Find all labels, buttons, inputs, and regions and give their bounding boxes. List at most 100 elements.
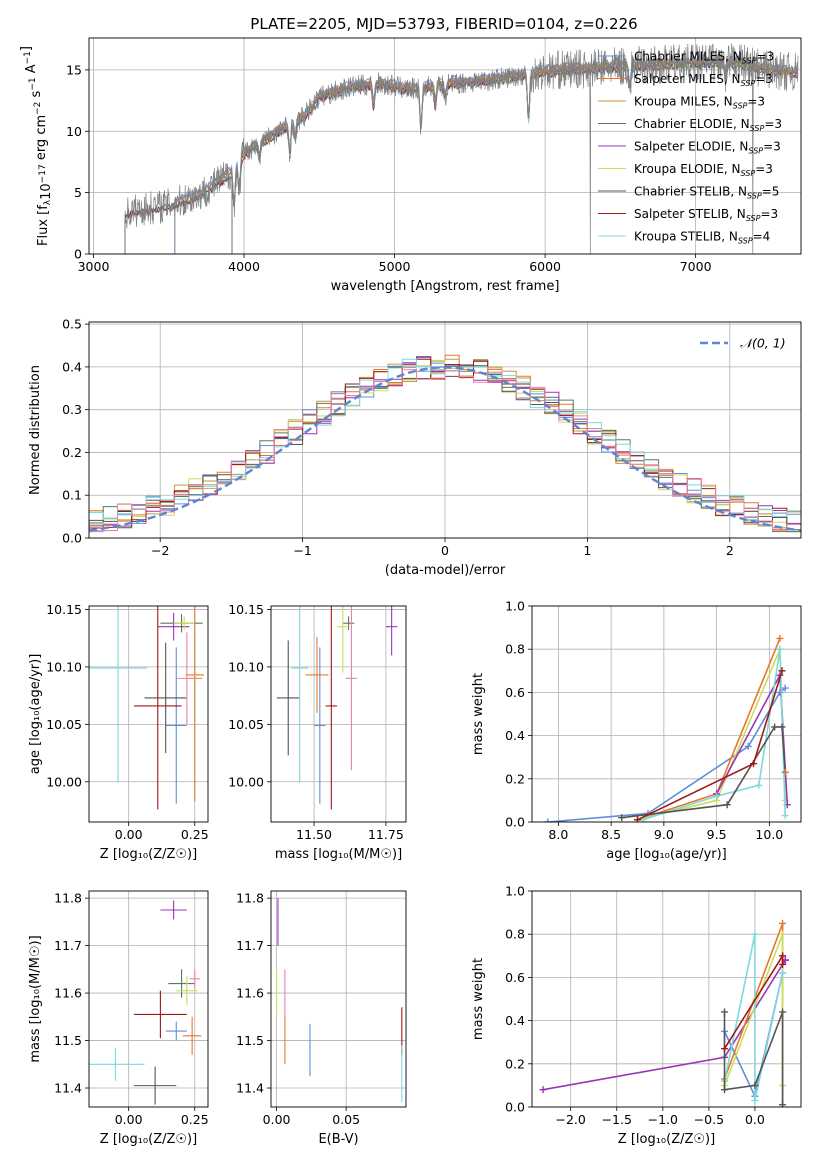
weight-line bbox=[547, 687, 786, 822]
x-tick-label: 0.25 bbox=[181, 827, 209, 842]
x-tick-label: 0.00 bbox=[115, 827, 143, 842]
data-spectrum-line bbox=[124, 43, 799, 254]
error-bar-point bbox=[133, 606, 182, 810]
weight-line bbox=[723, 934, 784, 1101]
error-bar-point bbox=[165, 1021, 187, 1041]
y-label-part: A bbox=[24, 64, 39, 77]
y-label-part: −1 bbox=[28, 77, 38, 90]
legend-nssp: =3 bbox=[755, 162, 773, 176]
error-bar-point bbox=[165, 647, 187, 804]
legend-label: Kroupa STELIB, NSSP=4 bbox=[634, 230, 770, 246]
legend: 𝒩(0, 1) bbox=[700, 336, 786, 351]
x-tick-label: 0 bbox=[441, 543, 449, 558]
model-line bbox=[174, 54, 799, 254]
x-tick-label: 8.0 bbox=[548, 827, 568, 842]
legend-label: Chabrier STELIB, NSSP=5 bbox=[634, 185, 779, 201]
legend-sub: SSP bbox=[741, 169, 756, 178]
x-axis-label: Z [log₁₀(Z/Z☉)] bbox=[100, 1132, 197, 1147]
weight-marker bbox=[779, 960, 787, 968]
weight-marker bbox=[539, 1086, 547, 1094]
x-axis-label: E(B-V) bbox=[318, 1132, 358, 1147]
error-bar-point bbox=[276, 640, 300, 756]
legend-nssp: =3 bbox=[756, 50, 774, 64]
axes-frame bbox=[531, 605, 802, 823]
x-axis-label: Z [log₁₀(Z/Z☉)] bbox=[100, 847, 197, 862]
model-line bbox=[124, 62, 799, 254]
weight-marker bbox=[776, 645, 784, 653]
panel-weight_vs_Z: −2.0 −1.5 −1.0 −0.5 0.0 0.0 0.2 0.4 0.6 0.8 1.0 Z [… bbox=[471, 884, 802, 1147]
model-line bbox=[231, 59, 798, 254]
weight-marker bbox=[750, 760, 758, 768]
y-tick-label: 0.3 bbox=[62, 402, 82, 417]
axes-frame bbox=[88, 321, 802, 539]
error-bar-point bbox=[189, 969, 201, 989]
x-tick-label: 0.00 bbox=[115, 1112, 143, 1127]
y-tick-label: 10.05 bbox=[228, 717, 264, 732]
panel-age_vs_Z: 0.00 0.25 10.00 10.05 10.10 10.15 Z [log₁₀(Z/Z… bbox=[28, 602, 209, 862]
legend-nssp: =3 bbox=[755, 72, 773, 86]
weight-marker bbox=[771, 723, 779, 731]
weight-marker bbox=[755, 781, 763, 789]
y-label-part: Flux [f bbox=[36, 205, 51, 246]
axes-frame bbox=[270, 605, 407, 823]
model-line bbox=[174, 55, 799, 254]
y-label-part: 10 bbox=[39, 183, 54, 200]
legend-name: Chabrier STELIB, N bbox=[634, 185, 747, 199]
y-tick-label: 11.7 bbox=[54, 938, 82, 953]
x-tick-label: 8.5 bbox=[601, 827, 621, 842]
error-bar-point bbox=[176, 976, 198, 1005]
y-tick-label: 5 bbox=[74, 185, 82, 200]
x-tick-label: −2.0 bbox=[556, 1112, 586, 1127]
error-bar-point bbox=[176, 632, 198, 725]
error-bar-point bbox=[182, 1016, 202, 1055]
plot-content bbox=[276, 898, 403, 1103]
y-tick-label: 11.5 bbox=[54, 1033, 82, 1048]
axes-frame bbox=[270, 890, 407, 1108]
y-tick-label: 0.6 bbox=[505, 970, 525, 985]
weight-marker bbox=[781, 812, 789, 820]
weight-marker bbox=[633, 816, 641, 822]
y-tick-label: 0.6 bbox=[505, 685, 525, 700]
y-label-part: s bbox=[29, 90, 44, 101]
legend-label: Kroupa MILES, NSSP=3 bbox=[634, 95, 765, 111]
legend-nssp: =3 bbox=[747, 95, 765, 109]
x-tick-label: 2 bbox=[726, 543, 734, 558]
y-tick-label: 10.15 bbox=[228, 602, 264, 617]
histogram-step bbox=[89, 358, 801, 529]
y-tick-label: 11.4 bbox=[236, 1081, 264, 1096]
legend-label: Salpeter ELODIE, NSSP=3 bbox=[634, 140, 781, 156]
legend-name: Chabrier MILES, N bbox=[634, 50, 742, 64]
y-label-part: −17 bbox=[38, 164, 48, 183]
x-axis-label: Z [log₁₀(Z/Z☉)] bbox=[618, 1132, 715, 1147]
x-tick-label: 9.0 bbox=[654, 827, 674, 842]
y-label-part: −1 bbox=[23, 51, 33, 64]
y-axis-label: mass weight bbox=[471, 673, 486, 755]
y-axis-label: age [log₁₀(age/yr)] bbox=[28, 654, 43, 775]
weight-line bbox=[637, 670, 783, 821]
legend-sub: SSP bbox=[748, 147, 763, 156]
error-bar-point bbox=[342, 616, 355, 631]
weight-marker bbox=[779, 969, 787, 977]
x-axis-label: (data-model)/error bbox=[385, 563, 506, 578]
weight-marker bbox=[779, 952, 787, 960]
legend-sub: SSP bbox=[733, 102, 748, 111]
y-tick-label: 11.5 bbox=[236, 1033, 264, 1048]
y-label-part: −2 bbox=[33, 102, 43, 115]
legend-name: Chabrier ELODIE, N bbox=[634, 117, 750, 131]
weight-marker bbox=[776, 688, 784, 696]
error-bar-point bbox=[314, 647, 326, 804]
y-tick-label: 0.5 bbox=[62, 317, 82, 332]
weight-line bbox=[542, 959, 786, 1091]
y-tick-label: 0.1 bbox=[62, 488, 82, 503]
panel-spectrum: 3000 4000 5000 6000 7000 0 5 10 15 wavelength [An… bbox=[19, 37, 802, 294]
y-tick-label: 11.6 bbox=[54, 986, 82, 1001]
x-tick-label: −0.5 bbox=[694, 1112, 724, 1127]
y-tick-label: 10 bbox=[66, 124, 82, 139]
panel-mass_vs_ebv: 0.00 0.05 11.4 11.5 11.6 11.7 11.8 E(B-V) bbox=[236, 890, 407, 1147]
error-bar-point bbox=[337, 606, 349, 673]
plot-content bbox=[89, 354, 801, 533]
x-tick-label: 9.5 bbox=[707, 827, 727, 842]
y-tick-label: 0.2 bbox=[62, 445, 82, 460]
x-tick-label: 6000 bbox=[529, 259, 561, 274]
